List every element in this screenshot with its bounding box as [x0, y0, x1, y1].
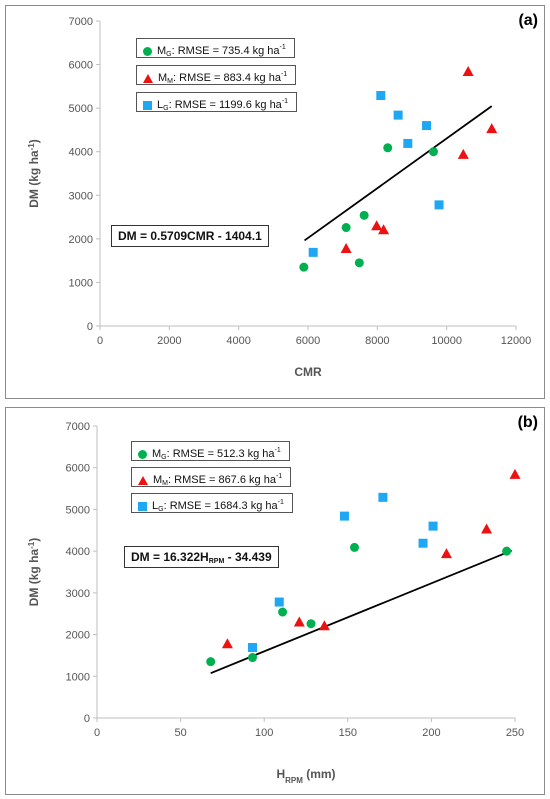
y-tick-label: 5000	[66, 504, 90, 516]
data-point-mm	[371, 220, 383, 231]
data-point-lg	[247, 643, 257, 653]
trend-line	[210, 549, 512, 674]
regression-equation: DM = 16.322HRPM - 34.439	[124, 546, 279, 568]
y-tick-label: 4000	[69, 147, 93, 159]
data-point-mg	[206, 657, 216, 667]
data-point-lg	[308, 247, 318, 257]
x-tick-label: 2000	[157, 335, 181, 347]
legend-entry-lg: LG: RMSE = 1199.6 kg ha-1	[136, 92, 298, 112]
x-tick-label: 0	[97, 335, 103, 347]
x-tick-label: 12000	[501, 335, 532, 347]
y-tick-label: 2000	[66, 630, 90, 642]
legend-entry-mm: MM: RMSE = 867.6 kg ha-1	[131, 467, 292, 487]
data-point-lg	[339, 511, 349, 521]
chart-panel-a: 0 2000 4000 6000 8000 10000 12000 0 1000 2000 3000…	[5, 5, 545, 399]
chart-b-svg: 0 50 100 150 200 250 0 1000 2000 3000 4000 5000 6000…	[27, 421, 525, 785]
triangle-marker-icon	[143, 73, 153, 83]
data-point-mg	[354, 258, 364, 268]
data-point-mg	[359, 210, 369, 220]
circle-marker-icon	[143, 46, 152, 56]
square-marker-icon	[143, 100, 152, 110]
data-point-mm	[340, 242, 352, 253]
triangle-marker-icon	[138, 475, 148, 485]
y-tick-label: 0	[87, 321, 93, 333]
chart-panel-b: 0 50 100 150 200 250 0 1000 2000 3000 4000 5000 6000…	[5, 407, 545, 795]
y-tick-label: 0	[84, 713, 90, 725]
data-point-mg	[428, 147, 438, 157]
x-tick-label: 250	[506, 727, 524, 739]
x-tick-label: 8000	[365, 335, 389, 347]
y-tick-label: 1000	[66, 671, 90, 683]
data-point-lg	[422, 121, 432, 131]
data-point-mg	[247, 653, 257, 663]
data-point-mm	[481, 523, 493, 534]
data-point-mg	[383, 143, 393, 153]
data-point-lg	[418, 538, 428, 548]
y-tick-label: 5000	[69, 103, 93, 115]
y-tick-label: 2000	[69, 234, 93, 246]
y-tick-label: 7000	[69, 16, 93, 28]
trend-line	[304, 105, 493, 242]
y-tick-label: 6000	[66, 463, 90, 475]
x-tick-label: 200	[422, 727, 440, 739]
data-point-lg	[376, 91, 386, 101]
x-tick-label: 4000	[226, 335, 250, 347]
data-point-mg	[278, 607, 288, 617]
circle-marker-icon	[138, 449, 147, 459]
x-axis-title: HRPM (mm)	[276, 767, 335, 785]
data-point-mm	[318, 620, 330, 631]
data-point-lg	[393, 110, 403, 120]
regression-equation: DM = 0.5709CMR - 1404.1	[111, 225, 269, 247]
data-point-mm	[509, 468, 521, 479]
data-point-mm	[462, 66, 474, 77]
y-axis-title: DM (kg ha-1)	[27, 139, 42, 207]
y-tick-label: 4000	[66, 546, 90, 558]
x-tick-label: 10000	[431, 335, 462, 347]
data-point-mm	[378, 224, 390, 235]
data-point-mm	[440, 548, 452, 559]
y-tick-label: 6000	[69, 60, 93, 72]
x-tick-label: 150	[339, 727, 357, 739]
y-axis-title: DM (kg ha-1)	[27, 538, 42, 606]
data-point-mm	[293, 616, 305, 627]
data-point-mm	[486, 123, 498, 134]
x-axis-title: CMR	[294, 365, 322, 379]
y-tick-label: 7000	[66, 421, 90, 433]
x-tick-label: 0	[94, 727, 100, 739]
legend-entry-lg: LG: RMSE = 1684.3 kg ha-1	[131, 493, 293, 513]
panel-label: (a)	[518, 12, 538, 29]
x-tick-label: 100	[255, 727, 273, 739]
data-point-lg	[403, 138, 413, 148]
y-tick-label: 3000	[66, 588, 90, 600]
data-point-lg	[274, 597, 284, 607]
x-tick-label: 50	[174, 727, 186, 739]
data-point-lg	[378, 492, 388, 502]
data-point-mm	[221, 638, 233, 649]
data-point-mg	[349, 542, 359, 552]
data-point-lg	[428, 521, 438, 531]
chart-a-svg: 0 2000 4000 6000 8000 10000 12000 0 1000 2000 3000…	[27, 16, 532, 379]
square-marker-icon	[138, 501, 147, 511]
data-point-lg	[434, 200, 444, 210]
y-tick-label: 1000	[69, 277, 93, 289]
x-tick-label: 6000	[296, 335, 320, 347]
data-point-mm	[457, 148, 469, 159]
data-point-mg	[306, 619, 316, 629]
y-tick-label: 3000	[69, 190, 93, 202]
panel-label: (b)	[517, 414, 538, 431]
legend-entry-mm: MM: RMSE = 883.4 kg ha-1	[136, 65, 297, 85]
legend-entry-mg: MG: RMSE = 512.3 kg ha-1	[131, 441, 290, 461]
data-point-mg	[341, 223, 351, 233]
data-point-mg	[502, 546, 512, 556]
legend-entry-mg: MG: RMSE = 735.4 kg ha-1	[136, 38, 295, 58]
data-point-mg	[299, 262, 309, 272]
